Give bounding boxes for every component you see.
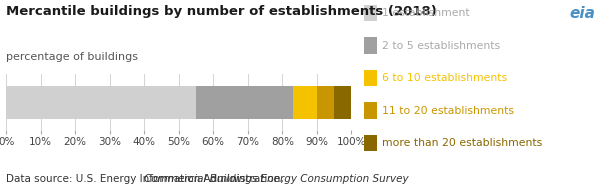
Text: 11 to 20 establishments: 11 to 20 establishments: [382, 106, 514, 116]
Bar: [293, 86, 316, 119]
Bar: [316, 86, 334, 119]
Text: 1 establishment: 1 establishment: [382, 8, 469, 18]
Text: more than 20 establishments: more than 20 establishments: [382, 138, 542, 148]
Bar: [6, 86, 196, 119]
Text: Mercantile buildings by number of establishments (2018): Mercantile buildings by number of establ…: [6, 5, 437, 18]
Text: 2 to 5 establishments: 2 to 5 establishments: [382, 41, 500, 51]
Text: Commercial Buildings Energy Consumption Survey: Commercial Buildings Energy Consumption …: [144, 174, 408, 184]
Text: Data source: U.S. Energy Information Administration,: Data source: U.S. Energy Information Adm…: [6, 174, 287, 184]
Bar: [196, 86, 293, 119]
Text: percentage of buildings: percentage of buildings: [6, 52, 138, 62]
Bar: [334, 86, 351, 119]
Text: 6 to 10 establishments: 6 to 10 establishments: [382, 73, 507, 83]
Text: eia: eia: [570, 6, 596, 21]
